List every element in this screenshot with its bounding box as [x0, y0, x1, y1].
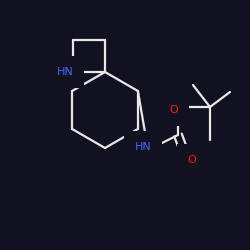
Text: HN: HN [56, 67, 74, 77]
Text: O: O [170, 105, 178, 115]
Text: HN: HN [134, 142, 152, 152]
Text: O: O [188, 155, 196, 165]
